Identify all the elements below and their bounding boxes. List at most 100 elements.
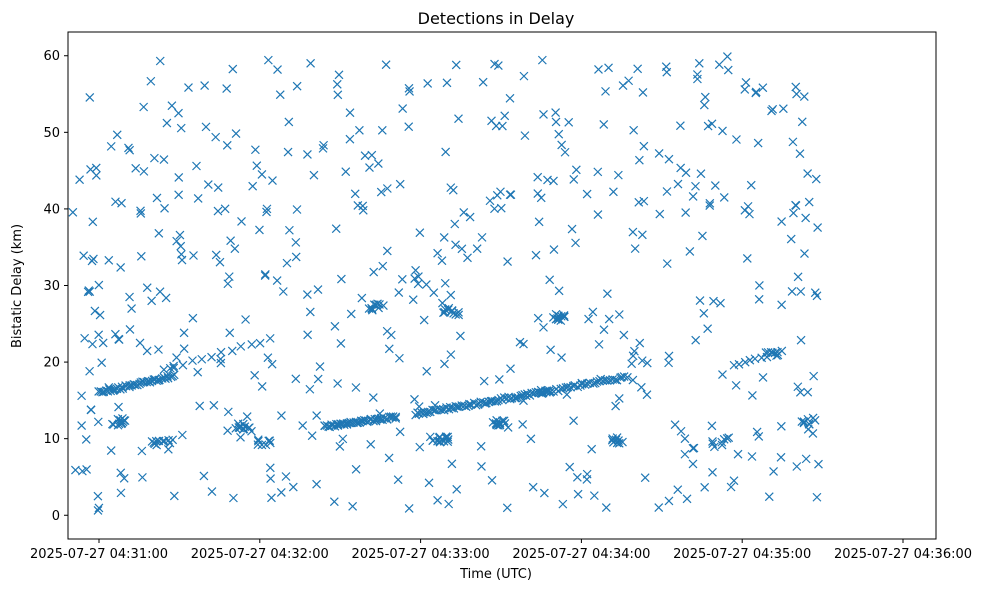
data-point: [213, 183, 223, 193]
data-point: [752, 427, 762, 437]
data-point: [622, 372, 632, 382]
data-point: [747, 390, 757, 400]
data-point: [193, 367, 203, 377]
data-point: [365, 163, 374, 172]
data-point: [764, 492, 774, 502]
data-point: [745, 355, 755, 365]
data-point: [457, 244, 467, 254]
y-tick-label: 50: [43, 126, 60, 141]
data-point: [588, 307, 598, 317]
data-point: [137, 472, 147, 482]
data-point: [391, 412, 401, 422]
data-point: [117, 198, 126, 208]
data-point: [729, 476, 739, 486]
data-point: [411, 265, 421, 275]
data-point: [477, 232, 487, 242]
x-tick-label: 2025-07-27 04:32:00: [191, 547, 329, 562]
data-point: [611, 401, 621, 411]
data-point: [241, 315, 251, 324]
data-point: [261, 440, 271, 450]
data-point: [455, 331, 465, 341]
data-point: [654, 503, 664, 512]
data-point: [85, 366, 95, 376]
data-point: [801, 454, 811, 464]
data-point: [558, 499, 568, 509]
data-point: [318, 143, 328, 153]
data-point: [601, 86, 610, 96]
data-point: [742, 253, 752, 263]
data-point: [77, 391, 87, 401]
data-point: [680, 434, 690, 444]
data-point: [446, 183, 456, 193]
data-point: [203, 180, 213, 189]
data-point: [500, 111, 510, 121]
data-point: [179, 344, 189, 354]
data-point: [587, 444, 597, 454]
data-point: [373, 159, 383, 168]
data-point: [551, 108, 561, 118]
data-point: [758, 83, 768, 93]
data-point: [291, 252, 301, 262]
data-point: [90, 306, 100, 316]
data-point: [394, 288, 404, 298]
data-point: [745, 209, 754, 219]
data-point: [635, 338, 645, 348]
data-point: [374, 303, 384, 313]
data-point: [429, 288, 439, 298]
data-point: [386, 330, 396, 340]
data-point: [152, 376, 162, 386]
data-point: [546, 387, 556, 397]
data-point: [573, 382, 583, 392]
data-point: [88, 217, 98, 227]
data-point: [639, 196, 649, 206]
data-point: [85, 287, 95, 297]
data-point: [223, 426, 233, 436]
data-point: [793, 272, 803, 282]
data-point: [114, 334, 124, 344]
data-point: [637, 230, 647, 240]
data-point: [422, 366, 432, 376]
data-point: [82, 465, 92, 474]
data-point: [345, 108, 355, 118]
data-point: [796, 287, 806, 296]
data-point: [211, 132, 221, 142]
data-point: [594, 339, 604, 349]
data-point: [751, 87, 761, 97]
data-point: [395, 427, 405, 437]
data-point: [155, 287, 165, 297]
data-point: [443, 435, 453, 444]
data-point: [708, 439, 718, 449]
x-axis: 2025-07-27 04:31:00 2025-07-27 04:32:00 20…: [30, 539, 972, 562]
data-point: [175, 230, 185, 240]
data-point: [263, 55, 273, 65]
data-point: [425, 432, 435, 442]
data-point: [384, 344, 394, 354]
data-point: [351, 464, 361, 474]
data-point: [776, 421, 786, 431]
data-point: [398, 104, 408, 114]
data-point: [673, 485, 683, 495]
data-point: [490, 204, 499, 214]
data-point: [740, 357, 750, 367]
data-point: [731, 380, 741, 390]
data-point: [628, 351, 638, 361]
data-point: [487, 116, 496, 126]
data-point: [146, 76, 156, 86]
data-point: [273, 65, 282, 74]
data-point: [376, 187, 386, 197]
data-point: [688, 192, 698, 201]
data-point: [642, 358, 652, 368]
data-point: [446, 350, 456, 360]
data-point: [571, 165, 581, 175]
data-point: [539, 488, 549, 498]
data-point: [307, 431, 317, 441]
data-point: [94, 503, 104, 513]
data-point: [79, 251, 89, 261]
data-point: [213, 206, 223, 216]
data-point: [440, 359, 449, 369]
data-point: [283, 147, 293, 157]
data-point: [691, 181, 700, 191]
data-point: [216, 358, 226, 368]
data-point: [115, 384, 125, 394]
